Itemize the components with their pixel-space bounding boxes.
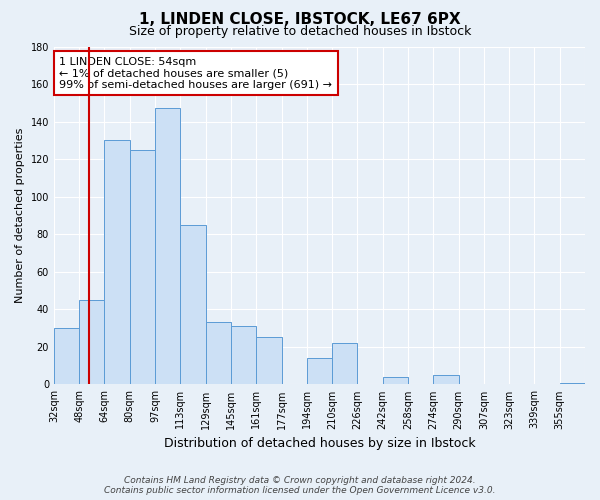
Bar xyxy=(231,326,256,384)
Bar xyxy=(79,300,104,384)
Y-axis label: Number of detached properties: Number of detached properties xyxy=(15,128,25,303)
Text: Size of property relative to detached houses in Ibstock: Size of property relative to detached ho… xyxy=(129,25,471,38)
Bar xyxy=(206,322,231,384)
Text: 1 LINDEN CLOSE: 54sqm
← 1% of detached houses are smaller (5)
99% of semi-detach: 1 LINDEN CLOSE: 54sqm ← 1% of detached h… xyxy=(59,56,332,90)
Bar xyxy=(155,108,181,384)
X-axis label: Distribution of detached houses by size in Ibstock: Distribution of detached houses by size … xyxy=(164,437,475,450)
Bar xyxy=(332,343,358,384)
Bar xyxy=(560,382,585,384)
Bar xyxy=(433,375,458,384)
Bar xyxy=(104,140,130,384)
Text: 1, LINDEN CLOSE, IBSTOCK, LE67 6PX: 1, LINDEN CLOSE, IBSTOCK, LE67 6PX xyxy=(139,12,461,28)
Bar xyxy=(307,358,332,384)
Bar xyxy=(256,338,281,384)
Bar xyxy=(181,225,206,384)
Bar xyxy=(54,328,79,384)
Bar xyxy=(130,150,155,384)
Text: Contains HM Land Registry data © Crown copyright and database right 2024.
Contai: Contains HM Land Registry data © Crown c… xyxy=(104,476,496,495)
Bar xyxy=(383,377,408,384)
